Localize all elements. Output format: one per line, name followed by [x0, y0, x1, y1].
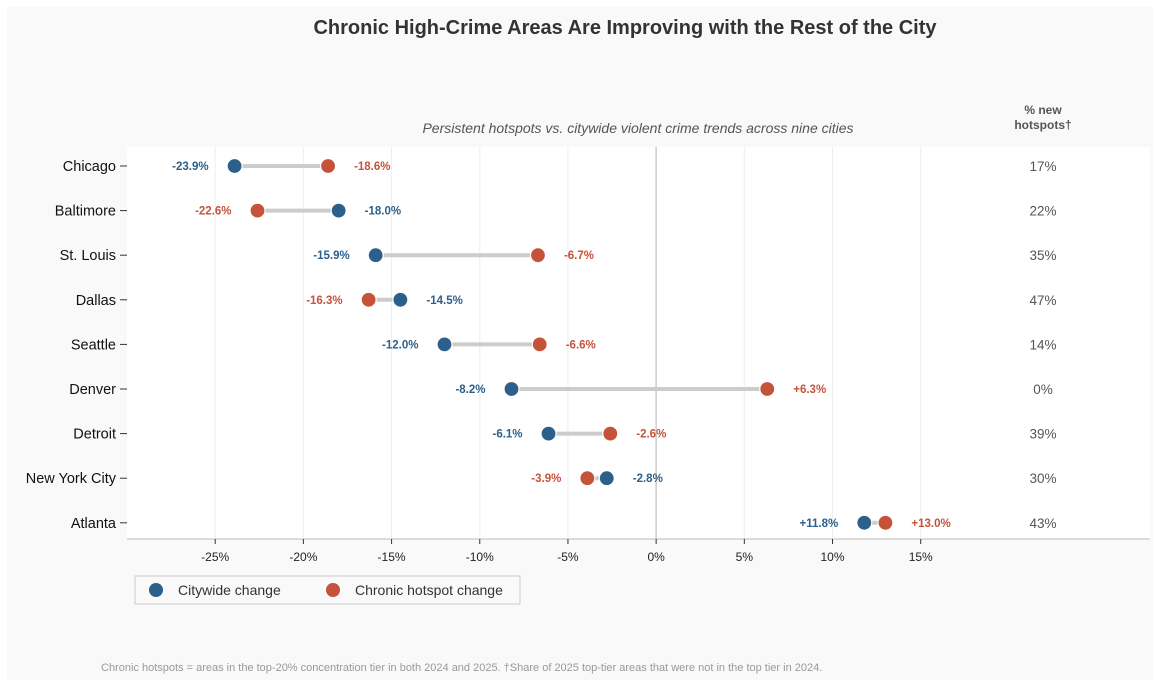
new-hotspots-value: 35% — [1029, 248, 1056, 263]
citywide-point — [503, 380, 520, 398]
hotspot-point — [579, 470, 596, 487]
hotspot-point — [319, 157, 337, 175]
citywide-value-label: -23.9% — [172, 161, 208, 173]
category-label: Chicago — [63, 159, 116, 175]
category-label: Detroit — [73, 427, 116, 443]
citywide-value-label: -15.9% — [313, 250, 349, 262]
hotspot-value-label: -18.6% — [354, 161, 390, 173]
hotspot-value-label: -16.3% — [306, 295, 342, 307]
category-label: New York City — [26, 471, 117, 487]
citywide-value-label: -8.2% — [455, 384, 485, 396]
chart-title: Chronic High-Crime Areas Are Improving w… — [313, 17, 937, 39]
hotspot-value-label: -3.9% — [531, 473, 561, 485]
hotspot-value-label: -6.6% — [566, 339, 596, 351]
x-tick-label: 15% — [909, 550, 933, 564]
hotspot-value-label: -2.6% — [636, 429, 666, 441]
citywide-value-label: -12.0% — [382, 339, 418, 351]
category-label: Atlanta — [71, 516, 117, 532]
right-column-header-line1: % new — [1024, 103, 1062, 117]
citywide-value-label: -6.1% — [492, 429, 522, 441]
category-label: Denver — [69, 382, 116, 398]
category-label: Dallas — [76, 293, 116, 309]
hotspot-value-label: -6.7% — [564, 250, 594, 262]
citywide-point — [367, 247, 384, 264]
x-tick-label: -20% — [289, 550, 317, 564]
citywide-value-label: -2.8% — [633, 473, 663, 485]
citywide-value-label: -18.0% — [365, 206, 401, 218]
x-tick-label: -5% — [557, 550, 579, 564]
category-label: Seattle — [71, 337, 116, 353]
x-tick-label: -10% — [466, 550, 494, 564]
legend-citywide-marker — [149, 583, 163, 597]
legend-hotspot-label: Chronic hotspot change — [355, 582, 503, 598]
category-label: St. Louis — [60, 248, 116, 264]
hotspot-value-label: +6.3% — [793, 384, 826, 396]
x-tick-label: 0% — [647, 550, 665, 564]
hotspot-point — [877, 514, 894, 531]
new-hotspots-value: 17% — [1029, 159, 1056, 174]
citywide-point — [330, 202, 347, 219]
hotspot-point — [249, 202, 266, 219]
hotspot-point — [759, 380, 776, 398]
citywide-point — [598, 470, 615, 487]
legend-hotspot-marker — [326, 583, 340, 597]
citywide-point — [436, 336, 453, 353]
x-tick-label: 5% — [736, 550, 754, 564]
new-hotspots-value: 14% — [1029, 337, 1056, 352]
legend: Citywide change Chronic hotspot change — [134, 575, 521, 605]
new-hotspots-value: 0% — [1033, 382, 1053, 397]
citywide-point — [540, 425, 557, 442]
citywide-value-label: -14.5% — [426, 295, 462, 307]
grid-lines — [214, 147, 922, 539]
hotspot-value-label: -22.6% — [195, 206, 231, 218]
new-hotspots-value: 47% — [1029, 293, 1056, 308]
new-hotspots-value: 30% — [1029, 471, 1056, 486]
x-tick-label: 10% — [821, 550, 845, 564]
x-tick-label: -15% — [378, 550, 406, 564]
footnote: Chronic hotspots = areas in the top-20% … — [101, 662, 822, 674]
legend-citywide-label: Citywide change — [178, 582, 281, 598]
citywide-point — [856, 514, 873, 531]
hotspot-point — [529, 247, 547, 264]
chart-marks: Chicago -23.9% -18.6% 17% Baltimore -18.0% -22… — [26, 157, 1057, 532]
citywide-point — [226, 157, 243, 175]
hotspot-point — [531, 336, 548, 353]
citywide-value-label: +11.8% — [800, 518, 839, 530]
hotspot-point — [360, 291, 377, 308]
x-tick-label: -25% — [201, 550, 229, 564]
new-hotspots-value: 22% — [1029, 204, 1056, 219]
chart-subtitle: Persistent hotspots vs. citywide violent… — [422, 120, 853, 136]
x-axis-ticks: -25% -20% -15% -10% -5% 0% 5% 10% 15% — [201, 539, 933, 564]
category-label: Baltimore — [55, 204, 116, 220]
new-hotspots-value: 39% — [1029, 427, 1056, 442]
hotspot-value-label: +13.0% — [911, 518, 950, 530]
hotspot-point — [602, 425, 619, 442]
right-column-header-line2: hotspots† — [1014, 118, 1071, 132]
citywide-point — [392, 291, 409, 308]
new-hotspots-value: 43% — [1029, 516, 1056, 531]
